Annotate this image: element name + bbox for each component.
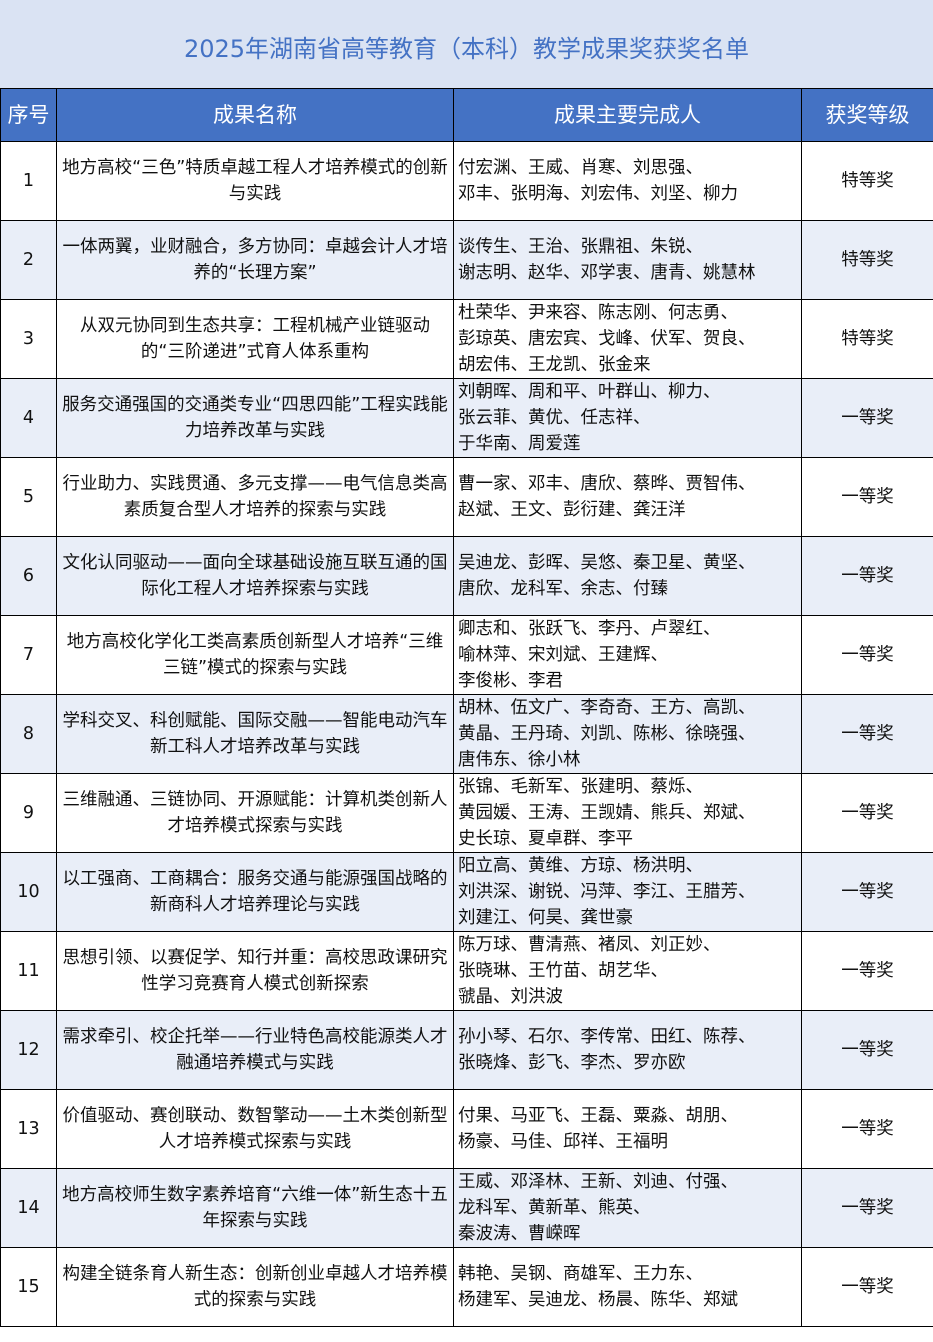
table-row: 6 文化认同驱动——面向全球基础设施互联互通的国际化工程人才培养探索与实践 吴迪龙、… bbox=[0, 536, 933, 616]
main-contributors: 付宏渊、王威、肖寒、刘思强、 邓丰、张明海、刘宏伟、刘坚、柳力 bbox=[453, 141, 802, 221]
row-number: 6 bbox=[0, 536, 57, 616]
main-contributors: 王威、邓泽林、王新、刘迪、付强、 龙科军、黄新革、熊英、 秦波涛、曹嵘晖 bbox=[453, 1168, 802, 1248]
main-contributors: 陈万球、曹清燕、褚凤、刘正妙、 张晓琳、王竹苗、胡艺华、 虢晶、刘洪波 bbox=[453, 931, 802, 1011]
award-level: 一等奖 bbox=[801, 773, 933, 853]
table-row: 10 以工强商、工商耦合：服务交通与能源强国战略的新商科人才培养理论与实践 阳立高、… bbox=[0, 852, 933, 932]
award-level: 一等奖 bbox=[801, 1089, 933, 1169]
row-number: 10 bbox=[0, 852, 57, 932]
table-row: 9 三维融通、三链协同、开源赋能：计算机类创新人才培养模式探索与实践 张锦、毛新军、… bbox=[0, 773, 933, 853]
row-number: 2 bbox=[0, 220, 57, 300]
table-row: 15 构建全链条育人新生态：创新创业卓越人才培养模式的探索与实践 韩艳、吴钢、商雄军… bbox=[0, 1247, 933, 1327]
table-row: 12 需求牵引、校企托举——行业特色高校能源类人才融通培养模式与实践 孙小琴、石尔、… bbox=[0, 1010, 933, 1090]
main-contributors: 韩艳、吴钢、商雄军、王力东、 杨建军、吴迪龙、杨晨、陈华、郑斌 bbox=[453, 1247, 802, 1327]
award-level: 特等奖 bbox=[801, 299, 933, 379]
main-contributors: 胡林、伍文广、李奇奇、王方、高凯、 黄晶、王丹琦、刘凯、陈彬、徐晓强、 唐伟东、… bbox=[453, 694, 802, 774]
award-level: 一等奖 bbox=[801, 378, 933, 458]
header-name: 成果名称 bbox=[56, 88, 454, 142]
page-title: 2025年湖南省高等教育（本科）教学成果奖获奖名单 bbox=[0, 0, 933, 88]
award-level: 特等奖 bbox=[801, 220, 933, 300]
achievement-name: 地方高校“三色”特质卓越工程人才培养模式的创新与实践 bbox=[56, 141, 454, 221]
table-row: 3 从双元协同到生态共享：工程机械产业链驱动的“三阶递进”式育人体系重构 杜荣华、尹… bbox=[0, 299, 933, 379]
award-level: 一等奖 bbox=[801, 931, 933, 1011]
main-contributors: 孙小琴、石尔、李传常、田红、陈荐、 张晓烽、彭飞、李杰、罗亦欧 bbox=[453, 1010, 802, 1090]
table-row: 2 一体两翼，业财融合，多方协同：卓越会计人才培养的“长理方案” 谈传生、王治、张鼎… bbox=[0, 220, 933, 300]
row-number: 12 bbox=[0, 1010, 57, 1090]
achievement-name: 三维融通、三链协同、开源赋能：计算机类创新人才培养模式探索与实践 bbox=[56, 773, 454, 853]
achievement-name: 以工强商、工商耦合：服务交通与能源强国战略的新商科人才培养理论与实践 bbox=[56, 852, 454, 932]
award-level: 一等奖 bbox=[801, 1168, 933, 1248]
award-table: 序号 成果名称 成果主要完成人 获奖等级 1 地方高校“三色”特质卓越工程人才培养… bbox=[0, 88, 933, 1327]
award-level: 一等奖 bbox=[801, 1247, 933, 1327]
header-award: 获奖等级 bbox=[801, 88, 933, 142]
award-level: 一等奖 bbox=[801, 536, 933, 616]
main-contributors: 曹一家、邓丰、唐欣、蔡晔、贾智伟、 赵斌、王文、彭衍建、龚汪洋 bbox=[453, 457, 802, 537]
main-contributors: 刘朝晖、周和平、叶群山、柳力、 张云菲、黄优、任志祥、 于华南、周爱莲 bbox=[453, 378, 802, 458]
main-contributors: 张锦、毛新军、张建明、蔡烁、 黄园媛、王涛、王觊婧、熊兵、郑斌、 史长琼、夏卓群… bbox=[453, 773, 802, 853]
header-no: 序号 bbox=[0, 88, 57, 142]
table-row: 13 价值驱动、赛创联动、数智擎动——土木类创新型人才培养模式探索与实践 付果、马亚… bbox=[0, 1089, 933, 1169]
achievement-name: 学科交叉、科创赋能、国际交融——智能电动汽车新工科人才培养改革与实践 bbox=[56, 694, 454, 774]
table-row: 7 地方高校化学化工类高素质创新型人才培养“三维三链”模式的探索与实践 卿志和、张跃… bbox=[0, 615, 933, 695]
achievement-name: 行业助力、实践贯通、多元支撑——电气信息类高素质复合型人才培养的探索与实践 bbox=[56, 457, 454, 537]
row-number: 7 bbox=[0, 615, 57, 695]
main-contributors: 付果、马亚飞、王磊、粟淼、胡朋、 杨豪、马佳、邱祥、王福明 bbox=[453, 1089, 802, 1169]
row-number: 15 bbox=[0, 1247, 57, 1327]
achievement-name: 一体两翼，业财融合，多方协同：卓越会计人才培养的“长理方案” bbox=[56, 220, 454, 300]
award-level: 一等奖 bbox=[801, 615, 933, 695]
main-contributors: 杜荣华、尹来容、陈志刚、何志勇、 彭琼英、唐宏宾、戈峰、伏军、贺良、 胡宏伟、王… bbox=[453, 299, 802, 379]
table-row: 1 地方高校“三色”特质卓越工程人才培养模式的创新与实践 付宏渊、王威、肖寒、刘思强… bbox=[0, 141, 933, 221]
row-number: 9 bbox=[0, 773, 57, 853]
achievement-name: 地方高校师生数字素养培育“六维一体”新生态十五年探索与实践 bbox=[56, 1168, 454, 1248]
achievement-name: 价值驱动、赛创联动、数智擎动——土木类创新型人才培养模式探索与实践 bbox=[56, 1089, 454, 1169]
award-level: 一等奖 bbox=[801, 852, 933, 932]
table-row: 11 思想引领、以赛促学、知行并重：高校思政课研究性学习竞赛育人模式创新探索 陈万球… bbox=[0, 931, 933, 1011]
table-row: 8 学科交叉、科创赋能、国际交融——智能电动汽车新工科人才培养改革与实践 胡林、伍文… bbox=[0, 694, 933, 774]
row-number: 8 bbox=[0, 694, 57, 774]
main-contributors: 阳立高、黄维、方琼、杨洪明、 刘洪深、谢锐、冯萍、李江、王腊芳、 刘建江、何昊、… bbox=[453, 852, 802, 932]
table-header-row: 序号 成果名称 成果主要完成人 获奖等级 bbox=[0, 88, 933, 142]
row-number: 13 bbox=[0, 1089, 57, 1169]
achievement-name: 构建全链条育人新生态：创新创业卓越人才培养模式的探索与实践 bbox=[56, 1247, 454, 1327]
table-row: 5 行业助力、实践贯通、多元支撑——电气信息类高素质复合型人才培养的探索与实践 曹一… bbox=[0, 457, 933, 537]
table-row: 14 地方高校师生数字素养培育“六维一体”新生态十五年探索与实践 王威、邓泽林、王新… bbox=[0, 1168, 933, 1248]
award-level: 一等奖 bbox=[801, 457, 933, 537]
achievement-name: 文化认同驱动——面向全球基础设施互联互通的国际化工程人才培养探索与实践 bbox=[56, 536, 454, 616]
row-number: 5 bbox=[0, 457, 57, 537]
row-number: 14 bbox=[0, 1168, 57, 1248]
achievement-name: 从双元协同到生态共享：工程机械产业链驱动的“三阶递进”式育人体系重构 bbox=[56, 299, 454, 379]
main-contributors: 吴迪龙、彭晖、吴悠、秦卫星、黄坚、 唐欣、龙科军、余志、付臻 bbox=[453, 536, 802, 616]
table-row: 4 服务交通强国的交通类专业“四思四能”工程实践能力培养改革与实践 刘朝晖、周和平、… bbox=[0, 378, 933, 458]
row-number: 1 bbox=[0, 141, 57, 221]
award-level: 一等奖 bbox=[801, 1010, 933, 1090]
row-number: 4 bbox=[0, 378, 57, 458]
achievement-name: 思想引领、以赛促学、知行并重：高校思政课研究性学习竞赛育人模式创新探索 bbox=[56, 931, 454, 1011]
header-people: 成果主要完成人 bbox=[453, 88, 802, 142]
achievement-name: 服务交通强国的交通类专业“四思四能”工程实践能力培养改革与实践 bbox=[56, 378, 454, 458]
award-level: 特等奖 bbox=[801, 141, 933, 221]
row-number: 11 bbox=[0, 931, 57, 1011]
row-number: 3 bbox=[0, 299, 57, 379]
award-level: 一等奖 bbox=[801, 694, 933, 774]
achievement-name: 需求牵引、校企托举——行业特色高校能源类人才融通培养模式与实践 bbox=[56, 1010, 454, 1090]
main-contributors: 谈传生、王治、张鼎祖、朱锐、 谢志明、赵华、邓学衷、唐青、姚慧林 bbox=[453, 220, 802, 300]
achievement-name: 地方高校化学化工类高素质创新型人才培养“三维三链”模式的探索与实践 bbox=[56, 615, 454, 695]
main-contributors: 卿志和、张跃飞、李丹、卢翠红、 喻林萍、宋刘斌、王建辉、 李俊彬、李君 bbox=[453, 615, 802, 695]
